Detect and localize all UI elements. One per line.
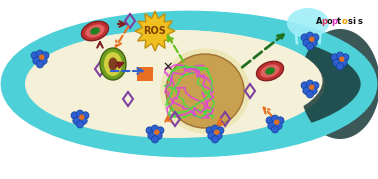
Circle shape [40, 57, 47, 64]
Circle shape [36, 61, 43, 68]
Text: i: i [352, 16, 355, 25]
Circle shape [152, 136, 159, 143]
Circle shape [331, 54, 338, 61]
Circle shape [154, 129, 160, 135]
Circle shape [274, 120, 279, 125]
Circle shape [309, 37, 314, 42]
Circle shape [211, 125, 218, 132]
Text: s: s [358, 16, 363, 25]
Circle shape [307, 80, 314, 87]
Ellipse shape [287, 8, 329, 38]
Circle shape [310, 87, 317, 94]
Circle shape [301, 82, 308, 89]
Ellipse shape [108, 57, 118, 71]
Circle shape [303, 39, 310, 46]
Text: o: o [326, 16, 332, 25]
Circle shape [309, 84, 314, 90]
Circle shape [215, 132, 222, 139]
Ellipse shape [28, 30, 322, 132]
Circle shape [336, 52, 344, 59]
Text: s: s [347, 16, 352, 25]
Circle shape [33, 57, 40, 64]
Circle shape [271, 126, 279, 133]
Circle shape [36, 50, 43, 57]
Ellipse shape [90, 27, 100, 35]
Text: p: p [321, 16, 327, 25]
Circle shape [312, 34, 319, 41]
Circle shape [277, 117, 284, 124]
Text: p: p [332, 16, 338, 25]
Circle shape [152, 125, 159, 132]
Circle shape [39, 54, 45, 60]
Ellipse shape [104, 52, 122, 76]
Ellipse shape [260, 64, 280, 78]
Text: ROS: ROS [144, 26, 166, 36]
Circle shape [301, 34, 308, 41]
Circle shape [307, 43, 314, 50]
Ellipse shape [100, 48, 126, 80]
Text: ✕: ✕ [163, 61, 173, 74]
Circle shape [208, 132, 215, 139]
Ellipse shape [300, 29, 378, 139]
Polygon shape [135, 11, 175, 51]
Circle shape [333, 59, 340, 66]
Circle shape [303, 87, 310, 94]
Circle shape [339, 57, 344, 62]
Text: o: o [342, 16, 348, 25]
Circle shape [266, 117, 273, 124]
Ellipse shape [265, 67, 275, 75]
Circle shape [31, 52, 38, 59]
Circle shape [206, 127, 213, 134]
Circle shape [217, 127, 224, 134]
FancyBboxPatch shape [137, 67, 153, 81]
Circle shape [312, 82, 319, 89]
Circle shape [211, 136, 218, 143]
Text: t: t [337, 16, 341, 25]
Ellipse shape [166, 54, 244, 128]
Circle shape [271, 115, 279, 122]
Circle shape [155, 132, 162, 139]
Circle shape [73, 117, 80, 124]
Circle shape [310, 39, 317, 46]
Ellipse shape [82, 21, 108, 41]
Circle shape [340, 59, 347, 66]
Circle shape [342, 54, 349, 61]
Circle shape [157, 127, 164, 134]
Circle shape [275, 122, 282, 129]
Circle shape [80, 117, 87, 124]
Circle shape [71, 112, 78, 119]
Circle shape [146, 127, 153, 134]
Circle shape [76, 110, 84, 117]
Text: A: A [316, 16, 322, 25]
Circle shape [148, 132, 155, 139]
Ellipse shape [9, 19, 369, 149]
Circle shape [42, 52, 49, 59]
Circle shape [307, 91, 314, 98]
Circle shape [214, 129, 220, 135]
Circle shape [336, 63, 344, 70]
Circle shape [268, 122, 275, 129]
Ellipse shape [160, 49, 250, 134]
Circle shape [76, 121, 84, 128]
Ellipse shape [85, 24, 105, 38]
Circle shape [307, 32, 314, 39]
Circle shape [82, 112, 89, 119]
Circle shape [79, 115, 85, 120]
Ellipse shape [25, 30, 325, 138]
Ellipse shape [257, 61, 284, 81]
